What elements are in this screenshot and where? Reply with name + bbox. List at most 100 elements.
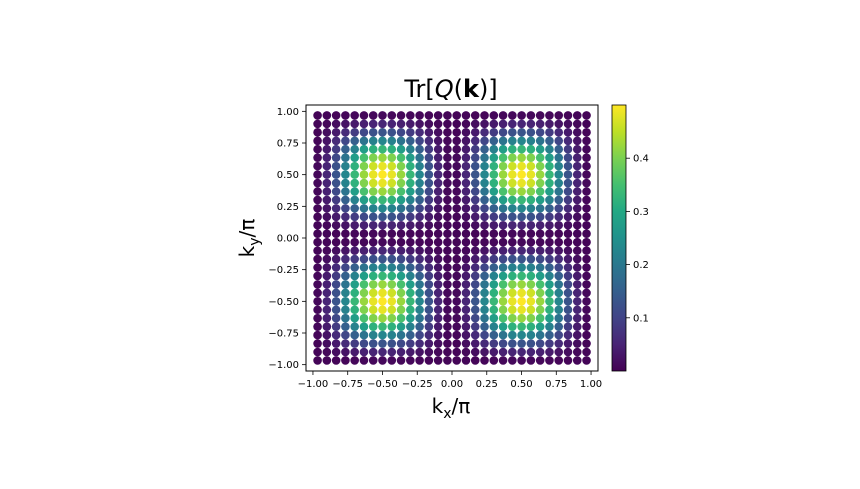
data-point <box>368 339 378 348</box>
data-point <box>359 263 369 272</box>
data-point <box>396 144 406 154</box>
data-point <box>313 170 322 179</box>
data-point <box>582 204 591 213</box>
data-point <box>406 220 415 230</box>
data-point <box>480 288 489 298</box>
data-point <box>498 170 508 179</box>
data-point <box>387 170 397 179</box>
data-point <box>461 237 471 247</box>
data-point <box>406 330 415 340</box>
data-point <box>508 322 517 331</box>
data-point <box>368 161 378 171</box>
data-point <box>378 178 387 188</box>
data-point <box>341 263 350 272</box>
data-point <box>452 347 462 357</box>
data-point <box>396 313 406 323</box>
data-point <box>572 220 582 230</box>
data-point <box>443 178 452 188</box>
data-point <box>480 305 489 315</box>
data-point <box>563 330 573 340</box>
data-point <box>508 144 517 154</box>
data-point <box>554 305 564 315</box>
data-point <box>470 280 480 289</box>
data-point <box>582 297 591 306</box>
data-point <box>554 204 564 213</box>
data-point <box>341 237 350 247</box>
data-point <box>461 356 471 365</box>
data-point <box>452 111 462 120</box>
data-point <box>470 144 480 154</box>
data-point <box>415 204 424 213</box>
data-point <box>433 119 443 129</box>
data-point <box>563 347 573 357</box>
data-point <box>452 212 462 222</box>
data-point <box>498 280 508 289</box>
data-point <box>331 246 341 255</box>
data-point <box>322 212 332 222</box>
data-point <box>498 297 508 306</box>
data-point <box>387 237 397 247</box>
data-point <box>489 161 499 171</box>
data-point <box>350 347 359 357</box>
data-point <box>489 322 499 331</box>
data-point <box>480 128 489 137</box>
data-point <box>359 111 369 120</box>
data-point <box>331 187 341 196</box>
data-point <box>313 288 322 298</box>
data-point <box>387 356 397 365</box>
data-point <box>480 254 489 264</box>
data-point <box>563 220 573 230</box>
data-point <box>526 153 536 162</box>
data-point <box>331 313 341 323</box>
data-point <box>322 153 332 162</box>
data-point <box>424 144 434 154</box>
data-point <box>322 204 332 213</box>
data-point <box>341 170 350 179</box>
data-point <box>331 153 341 162</box>
data-point <box>563 339 573 348</box>
data-point <box>582 153 591 162</box>
data-point <box>313 153 322 162</box>
data-point <box>470 254 480 264</box>
data-point <box>470 347 480 357</box>
data-point <box>406 229 415 239</box>
data-point <box>313 347 322 357</box>
data-point <box>572 280 582 289</box>
data-point <box>452 195 462 205</box>
data-point <box>508 271 517 281</box>
data-point <box>396 220 406 230</box>
data-point <box>387 195 397 205</box>
data-point <box>461 288 471 298</box>
data-point <box>545 280 554 289</box>
data-point <box>554 271 564 281</box>
data-point <box>443 254 452 264</box>
data-point <box>526 195 536 205</box>
data-point <box>424 153 434 162</box>
data-point <box>480 246 489 255</box>
data-point <box>443 313 452 323</box>
data-point <box>526 263 536 272</box>
data-point <box>480 237 489 247</box>
data-point <box>572 178 582 188</box>
data-point <box>350 280 359 289</box>
data-point <box>341 280 350 289</box>
data-point <box>535 144 545 154</box>
data-point <box>415 263 424 272</box>
data-point <box>480 187 489 196</box>
data-point <box>350 178 359 188</box>
data-point <box>350 322 359 331</box>
x-axis-label-main: k <box>432 394 444 418</box>
data-point <box>489 170 499 179</box>
data-point <box>545 356 554 365</box>
data-point <box>378 119 387 129</box>
y-tick-label: −1.00 <box>268 360 299 371</box>
data-point <box>313 220 322 230</box>
data-point <box>508 161 517 171</box>
data-point <box>368 288 378 298</box>
data-point <box>480 111 489 120</box>
data-point <box>563 136 573 146</box>
data-point <box>563 204 573 213</box>
data-point <box>396 347 406 357</box>
data-point <box>341 246 350 255</box>
data-point <box>572 356 582 365</box>
